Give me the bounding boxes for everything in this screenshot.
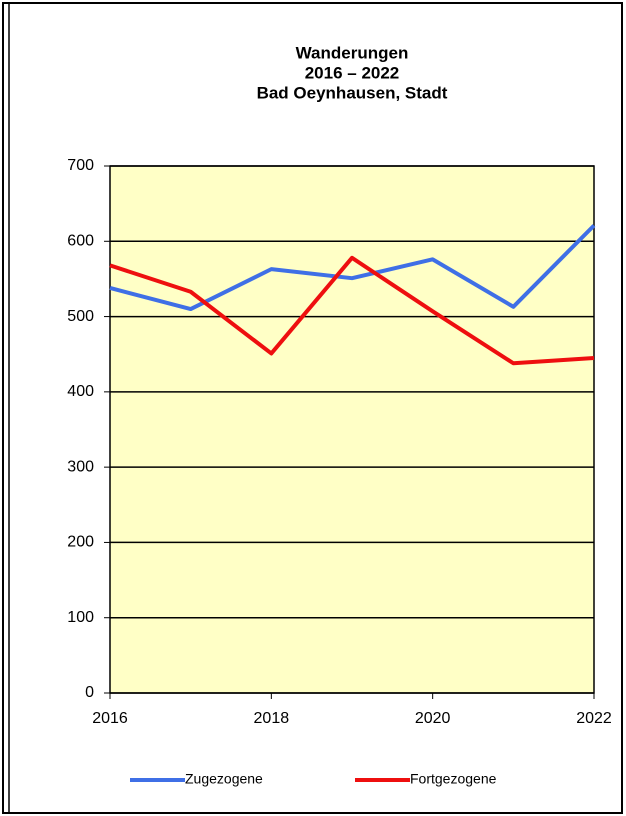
series-line <box>109 224 596 312</box>
legend-label: Zugezogene <box>185 771 263 787</box>
legend-label: Fortgezogene <box>410 771 497 787</box>
chart-title: Wanderungen <box>296 43 409 62</box>
x-tick-label: 2020 <box>415 710 451 727</box>
series-line <box>109 255 595 366</box>
y-tick-label: 700 <box>67 157 94 174</box>
y-tick-label: 300 <box>67 458 94 475</box>
x-tick-label: 2018 <box>254 710 290 727</box>
y-tick-label: 100 <box>67 609 94 626</box>
chart-title: Bad Oeynhausen, Stadt <box>257 83 448 102</box>
chart-title: 2016 – 2022 <box>305 63 400 82</box>
y-tick-label: 500 <box>67 308 94 325</box>
y-tick-label: 600 <box>67 233 94 250</box>
x-tick-label: 2022 <box>576 710 612 727</box>
y-tick-label: 0 <box>85 684 94 701</box>
plot-border <box>109 165 595 694</box>
x-tick-label: 2016 <box>92 710 128 727</box>
y-tick-label: 200 <box>67 534 94 551</box>
plot-area <box>110 166 594 693</box>
y-tick-label: 400 <box>67 383 94 400</box>
